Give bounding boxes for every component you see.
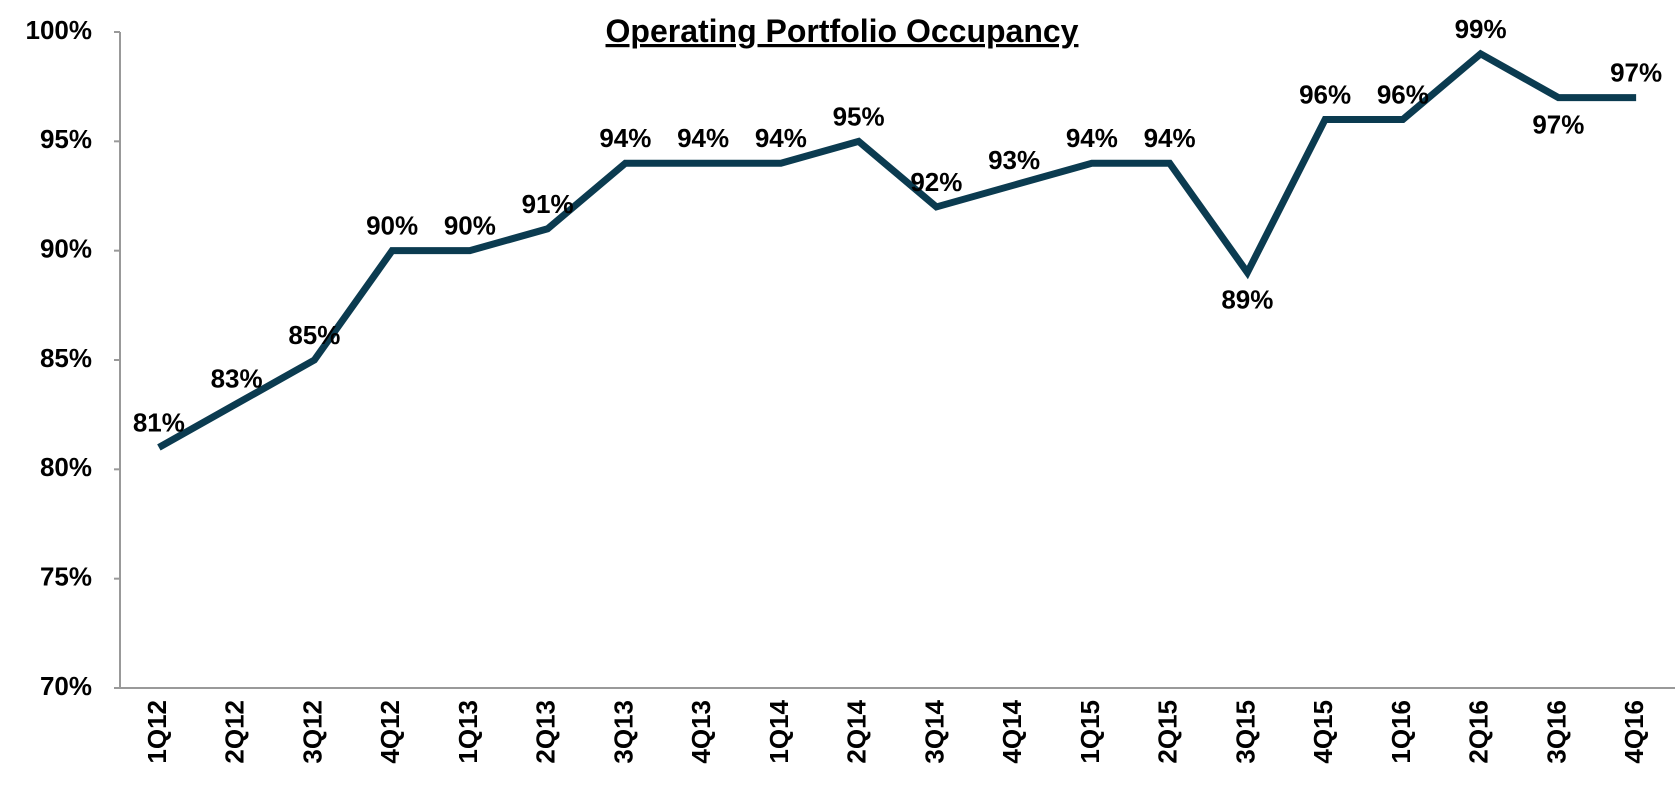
x-tick-label: 1Q13 [453,700,483,764]
data-label: 99% [1455,14,1507,44]
y-tick-label: 75% [40,562,92,592]
x-tick-label: 2Q12 [220,700,250,764]
data-label: 92% [910,167,962,197]
data-label: 94% [599,123,651,153]
data-label: 93% [988,145,1040,175]
y-tick-label: 90% [40,234,92,264]
x-tick-label: 4Q15 [1308,700,1338,764]
data-label: 95% [833,101,885,131]
y-tick-label: 85% [40,343,92,373]
data-label: 94% [677,123,729,153]
x-tick-label: 1Q15 [1075,700,1105,764]
x-tick-label: 2Q16 [1464,700,1494,764]
line [157,49,1637,451]
data-label: 94% [755,123,807,153]
y-tick-label: 70% [40,671,92,701]
data-label: 85% [288,320,340,350]
data-label: 97% [1532,110,1584,140]
data-label: 81% [133,407,185,437]
x-tick-label: 3Q14 [919,699,949,763]
data-label: 89% [1221,285,1273,315]
data-label: 94% [1144,123,1196,153]
x-tick-label: 3Q13 [608,700,638,764]
data-label: 94% [1066,123,1118,153]
data-label: 96% [1377,79,1429,109]
x-tick-label: 1Q14 [764,699,794,763]
x-tick-label: 4Q12 [375,700,405,764]
x-tick-label: 2Q14 [842,699,872,763]
y-tick-label: 100% [26,15,93,45]
data-label: 97% [1610,58,1662,88]
x-tick-label: 2Q13 [531,700,561,764]
x-tick-label: 2Q15 [1153,700,1183,764]
x-tick-label: 3Q16 [1541,700,1571,764]
data-label: 90% [444,211,496,241]
x-tick-label: 4Q14 [997,699,1027,763]
x-tick-label: 1Q12 [142,700,172,764]
x-tick-label: 4Q16 [1619,700,1649,764]
y-tick-label: 80% [40,452,92,482]
chart-title: Operating Portfolio Occupancy [606,13,1079,49]
x-tick-label: 3Q12 [297,700,327,764]
data-label: 91% [522,189,574,219]
x-tick-label: 4Q13 [686,700,716,764]
data-label: 90% [366,211,418,241]
data-label: 96% [1299,79,1351,109]
x-tick-label: 1Q16 [1386,700,1416,764]
x-tick-label: 3Q15 [1230,700,1260,764]
y-tick-label: 95% [40,124,92,154]
data-label: 83% [211,364,263,394]
